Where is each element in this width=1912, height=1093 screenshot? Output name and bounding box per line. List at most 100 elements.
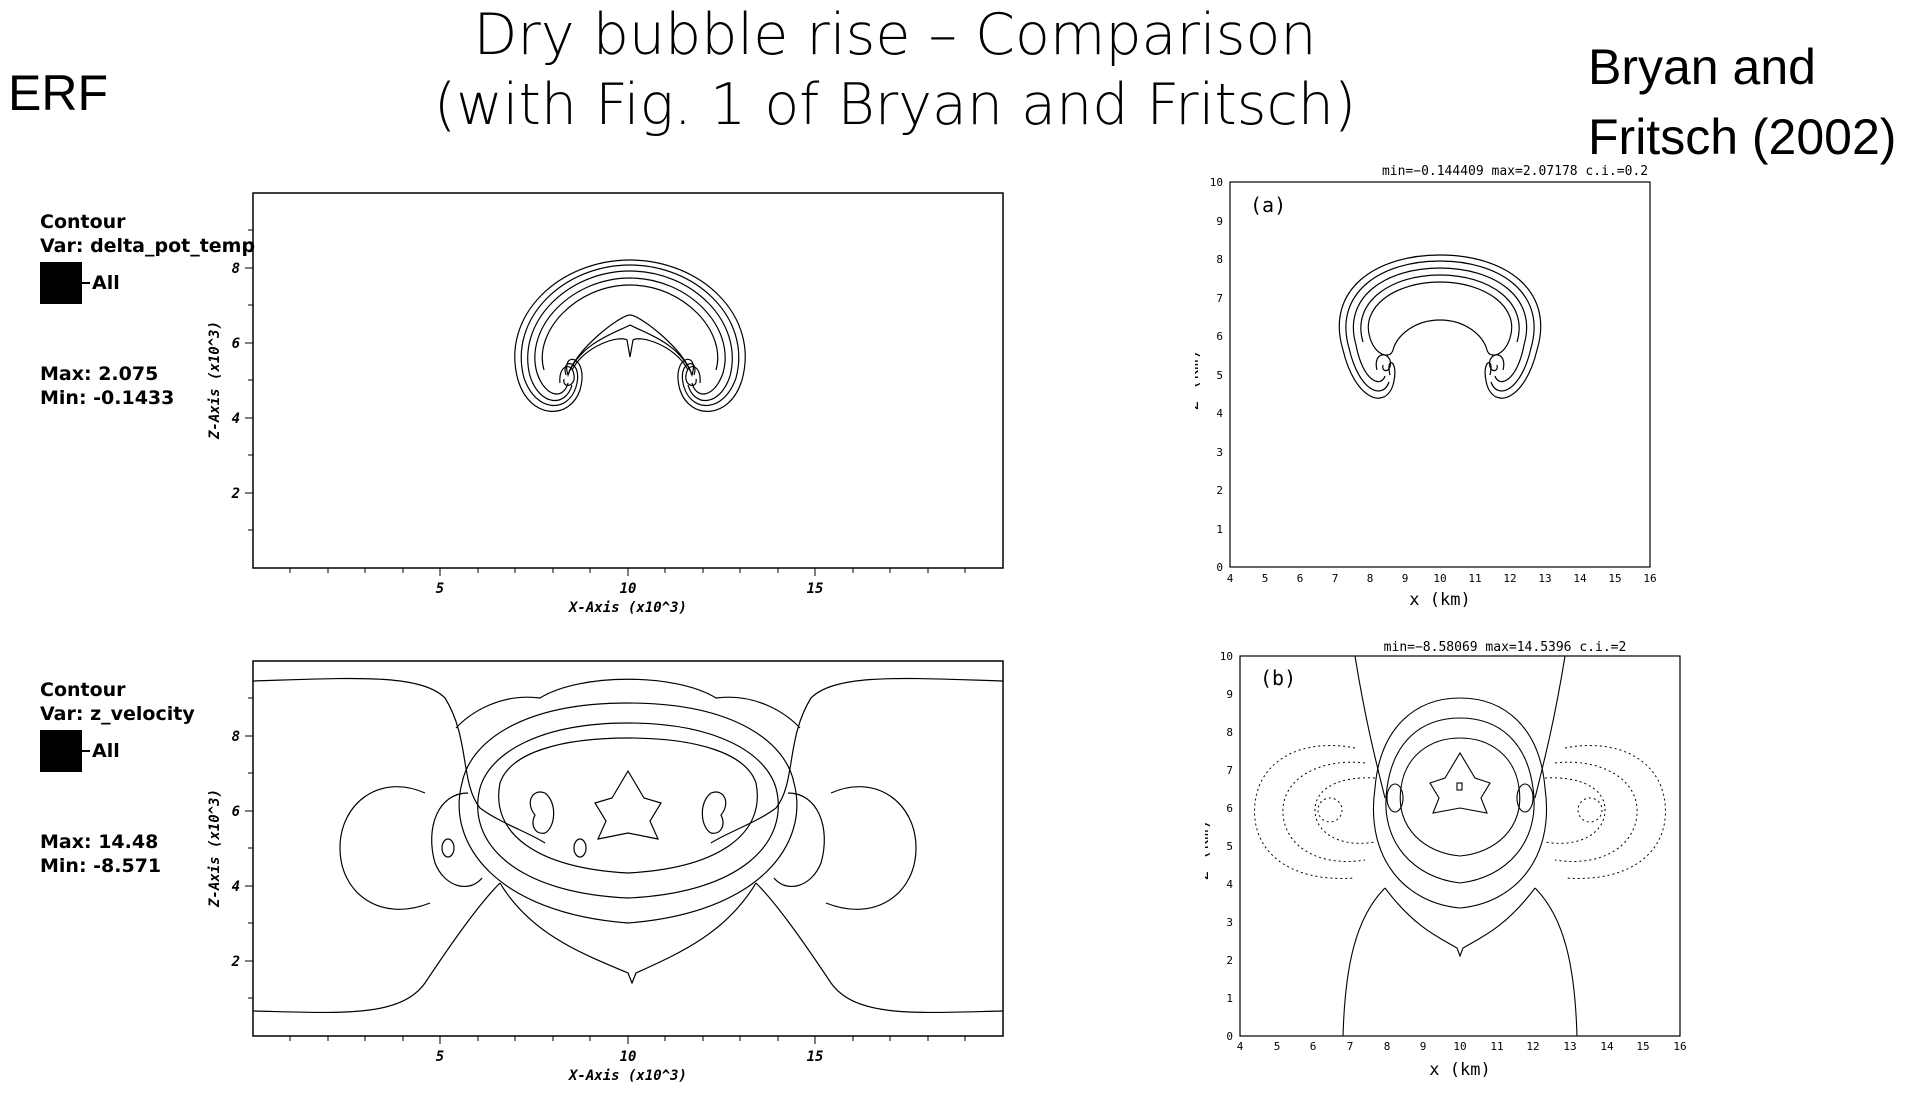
erf-top-plot: 5 10 15 2 4 6 8 X-Axis (x10^3) Z-Axis (x… <box>207 192 1004 616</box>
y-tick-label: 2 <box>231 954 240 970</box>
y-tick-label: 6 <box>1226 802 1233 815</box>
x-tick-label: 4 <box>1237 1040 1244 1053</box>
y-tick-label: 0 <box>1216 561 1223 574</box>
y-minor-ticks <box>245 697 253 999</box>
y-axis-label: Z-Axis (x10^3) <box>207 321 223 440</box>
y-tick-label: 6 <box>232 336 240 352</box>
bf-top-panel-label: (a) <box>1250 193 1286 217</box>
x-tick-label: 13 <box>1538 572 1551 585</box>
y-tick-label: 3 <box>1226 916 1233 929</box>
x-tick-label: 15 <box>807 581 824 597</box>
x-tick-label: 16 <box>1673 1040 1686 1053</box>
x-tick-label: 4 <box>1227 572 1234 585</box>
y-axis-label: z (km) <box>1195 349 1203 410</box>
y-tick-label: 2 <box>1216 484 1223 497</box>
x-tick-label: 11 <box>1468 572 1481 585</box>
bf-bottom-header: min=−8.58069 max=14.5396 c.i.=2 <box>1384 640 1627 655</box>
x-tick-label: 12 <box>1503 572 1516 585</box>
erf-top-max: Max: 2.075 <box>40 363 159 385</box>
bf-bottom-contours-solid <box>1342 655 1578 1037</box>
slide-title-line1: Dry bubble rise – Comparison <box>473 2 1317 68</box>
y-tick-label: 9 <box>1216 215 1223 228</box>
z-velocity-contours <box>252 677 1004 1014</box>
erf-bottom-contour-label: Contour <box>40 679 126 701</box>
x-tick-label: 6 <box>1297 572 1304 585</box>
y-minor-ticks <box>245 229 253 531</box>
plot-frame <box>1229 181 1651 568</box>
x-tick-label: 14 <box>1600 1040 1614 1053</box>
bf-bottom-panel-label: (b) <box>1260 666 1296 690</box>
plot-frame <box>252 660 1004 1037</box>
y-tick-label: 9 <box>1226 688 1233 701</box>
legend-swatch <box>40 262 82 304</box>
y-tick-label: 1 <box>1226 992 1233 1005</box>
bryan-fritsch-label-line2: Fritsch (2002) <box>1588 109 1897 165</box>
y-tick-label: 8 <box>1216 253 1223 266</box>
erf-bottom-plot: 5 10 15 2 4 6 8 X-Axis (x10^3) Z-Axis (x… <box>207 660 1004 1084</box>
bf-top-header: min=−0.144409 max=2.07178 c.i.=0.2 <box>1382 164 1648 179</box>
bf-bottom-contours-dashed <box>1254 744 1666 879</box>
plot-frame <box>252 192 1004 569</box>
bf-top-x-ticks: 4 5 6 7 8 9 10 11 12 13 14 15 16 <box>1227 572 1657 585</box>
bf-top-plot: min=−0.144409 max=2.07178 c.i.=0.2 (a) 4… <box>1195 164 1657 610</box>
x-tick-label: 10 <box>1433 572 1446 585</box>
y-tick-label: 6 <box>1216 330 1223 343</box>
erf-bottom-var-label: Var: z_velocity <box>40 703 195 725</box>
y-tick-label: 2 <box>1226 954 1233 967</box>
x-axis-label: x (km) <box>1429 1060 1490 1080</box>
erf-top-legend: Contour Var: delta_pot_temp All Max: 2.0… <box>40 210 255 410</box>
bf-bottom-y-ticks: 0 1 2 3 4 5 6 7 8 9 10 <box>1220 650 1234 1043</box>
y-tick-label: 5 <box>1226 840 1233 853</box>
x-tick-label: 12 <box>1526 1040 1539 1053</box>
x-tick-label: 5 <box>436 1049 444 1065</box>
bf-top-y-ticks: 0 1 2 3 4 5 6 7 8 9 10 <box>1210 176 1224 574</box>
legend-tick <box>82 750 90 752</box>
x-minor-ticks <box>289 568 966 576</box>
x-tick-label: 8 <box>1367 572 1374 585</box>
erf-top-legend-row: All <box>40 262 255 304</box>
slide-title-line2: (with Fig. 1 of Bryan and Fritsch) <box>433 72 1357 138</box>
y-tick-label: 1 <box>1216 523 1223 536</box>
bf-bottom-x-ticks: 4 5 6 7 8 9 10 11 12 13 14 15 16 <box>1237 1040 1687 1053</box>
x-tick-label: 11 <box>1490 1040 1503 1053</box>
y-tick-label: 6 <box>232 804 240 820</box>
erf-top-contour-label: Contour <box>40 211 126 233</box>
erf-bottom-max: Max: 14.48 <box>40 831 159 853</box>
x-tick-label: 7 <box>1347 1040 1354 1053</box>
x-tick-label: 7 <box>1332 572 1339 585</box>
x-tick-label: 6 <box>1310 1040 1317 1053</box>
erf-bottom-legend: Contour Var: z_velocity All Max: 14.48 M… <box>40 678 195 878</box>
x-tick-label: 5 <box>1262 572 1269 585</box>
x-tick-label: 15 <box>807 1049 824 1065</box>
x-minor-ticks <box>289 1036 966 1044</box>
plot-frame <box>1239 655 1681 1037</box>
erf-bottom-min: Min: -8.571 <box>40 855 162 877</box>
x-tick-label: 9 <box>1420 1040 1427 1053</box>
x-tick-label: 16 <box>1643 572 1656 585</box>
erf-label: ERF <box>8 65 108 121</box>
erf-top-var-label: Var: delta_pot_temp <box>40 235 256 257</box>
x-tick-label: 5 <box>1274 1040 1281 1053</box>
y-tick-label: 5 <box>1216 369 1223 382</box>
y-tick-label: 4 <box>1226 878 1233 891</box>
y-tick-label: 8 <box>1226 726 1233 739</box>
y-tick-label: 10 <box>1210 176 1223 189</box>
y-tick-label: 4 <box>1216 407 1223 420</box>
x-tick-label: 5 <box>436 581 444 597</box>
y-tick-label: 8 <box>232 729 240 745</box>
x-tick-label: 15 <box>1608 572 1621 585</box>
delta-pot-temp-contours <box>514 259 746 412</box>
x-tick-label: 9 <box>1402 572 1409 585</box>
y-axis-label: z (km) <box>1205 819 1213 880</box>
x-tick-label: 10 <box>620 581 637 597</box>
bryan-fritsch-label: Bryan and Fritsch (2002) <box>1588 32 1896 172</box>
bryan-fritsch-label-line1: Bryan and <box>1588 39 1816 95</box>
x-axis-label: X-Axis (x10^3) <box>568 600 687 616</box>
legend-swatch <box>40 730 82 772</box>
legend-tick <box>82 282 90 284</box>
erf-top-min: Min: -0.1433 <box>40 387 175 409</box>
y-tick-label: 4 <box>232 411 240 427</box>
x-tick-label: 10 <box>1453 1040 1466 1053</box>
y-tick-label: 4 <box>232 879 240 895</box>
y-axis-label: Z-Axis (x10^3) <box>207 789 223 908</box>
